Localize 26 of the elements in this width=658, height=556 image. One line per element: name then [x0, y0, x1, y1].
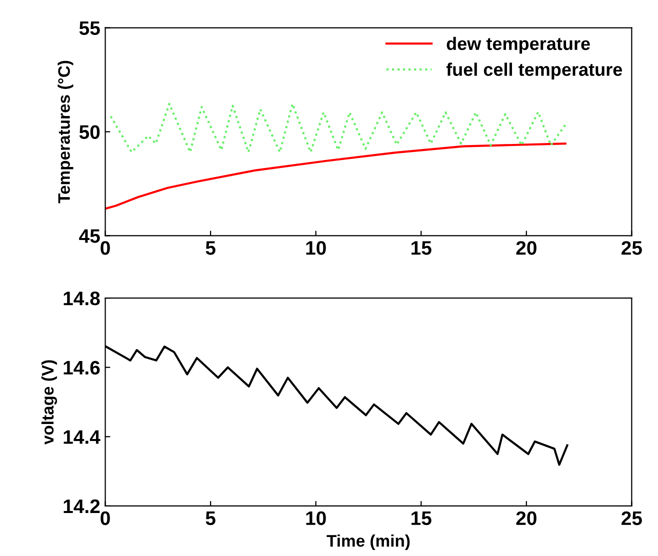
y-axis-title: voltage (V)	[41, 360, 58, 445]
x-tick-label: 15	[412, 512, 432, 526]
x-axis-title: Time (min)	[326, 534, 410, 550]
y-tick-label: 14.8	[64, 292, 100, 306]
x-tick-label: 0	[100, 241, 110, 255]
x-tick-label: 20	[516, 241, 536, 255]
legend-label: dew temperature	[446, 36, 590, 54]
y-tick-label: 14.2	[64, 499, 100, 514]
x-tick-label: 10	[306, 511, 326, 526]
y-axis-title: Temperatures (°C)	[58, 60, 74, 204]
x-tick-label: 25	[622, 241, 642, 255]
y-tick-label: 45	[79, 229, 100, 243]
line-series	[110, 102, 568, 154]
x-tick-label: 5	[206, 512, 216, 526]
x-tick-label: 10	[306, 241, 326, 255]
x-tick-label: 20	[516, 511, 536, 526]
line-series	[105, 142, 566, 210]
x-tick-label: 0	[100, 511, 110, 526]
y-tick-label: 55	[79, 21, 100, 36]
y-tick-label: 14.4	[64, 430, 100, 444]
y-tick-label: 14.6	[64, 360, 100, 375]
x-tick-label: 25	[622, 511, 642, 526]
legend-label: fuel cell temperature	[446, 62, 622, 80]
x-tick-label: 5	[206, 241, 216, 255]
y-tick-label: 50	[79, 125, 100, 139]
x-tick-label: 15	[412, 241, 432, 255]
